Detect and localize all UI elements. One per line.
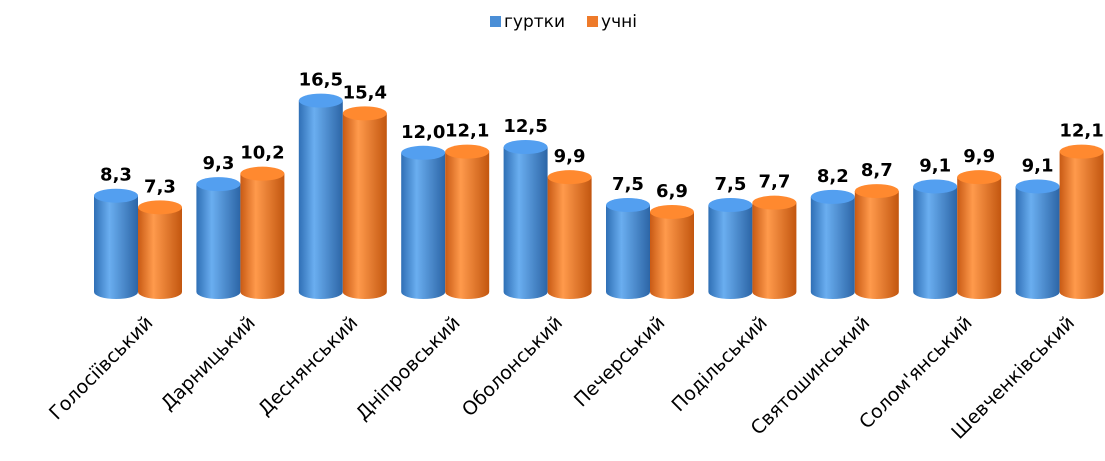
bar-top	[810, 189, 855, 204]
bar	[342, 113, 387, 299]
bar-top	[445, 144, 490, 159]
bar-top	[342, 106, 387, 121]
data-label: 7,5	[714, 174, 746, 195]
x-tick-label: Голосіївський	[45, 312, 157, 424]
bar	[401, 152, 446, 299]
bar-top	[547, 170, 592, 185]
data-label: 6,9	[656, 181, 688, 202]
data-label: 12,5	[503, 116, 547, 137]
legend-swatch	[587, 16, 599, 27]
data-label: 12,1	[1059, 121, 1103, 142]
data-label: 9,9	[963, 146, 995, 167]
data-label: 9,1	[1022, 155, 1054, 176]
bar	[810, 196, 855, 299]
data-label: 9,9	[554, 146, 586, 167]
data-label: 12,0	[401, 122, 445, 143]
data-label: 9,1	[919, 155, 951, 176]
x-tick-label: Дніпровський	[352, 312, 465, 425]
data-label: 8,2	[817, 166, 849, 187]
bar-top	[650, 204, 694, 219]
bar-top	[957, 170, 1002, 185]
bar	[957, 177, 1002, 299]
bar	[298, 100, 343, 299]
bar-top	[1059, 144, 1104, 159]
x-tick-label: Дарницький	[157, 312, 260, 415]
bar-top	[854, 184, 899, 199]
legend-label: учні	[601, 12, 637, 32]
x-tick-label: Подільський	[668, 312, 772, 416]
data-label: 12,1	[445, 121, 489, 142]
bar	[1015, 186, 1060, 299]
data-label: 8,3	[100, 165, 132, 186]
data-label: 7,3	[144, 176, 176, 197]
bar-top	[298, 93, 343, 108]
bar-top	[196, 177, 241, 192]
bar-top	[94, 188, 138, 203]
x-tick-label: Солом'янський	[855, 312, 977, 434]
data-label: 7,7	[758, 172, 790, 193]
bar	[445, 151, 490, 299]
bar	[138, 207, 182, 299]
bar-top	[401, 145, 446, 160]
legend-label: гуртки	[504, 12, 565, 32]
data-label: 8,7	[861, 160, 893, 181]
bar-top	[752, 195, 797, 210]
x-tick-label: Деснянський	[254, 312, 362, 420]
bar-top	[606, 198, 650, 212]
bar	[94, 195, 138, 299]
data-label: 9,3	[202, 153, 234, 174]
data-label: 10,2	[240, 143, 284, 164]
bar	[1059, 151, 1104, 299]
data-label: 7,5	[612, 174, 644, 195]
bar	[547, 177, 592, 299]
data-label: 15,4	[343, 82, 387, 103]
bar	[752, 202, 797, 299]
bar	[913, 186, 958, 299]
bar-top	[1015, 179, 1060, 194]
bar	[503, 147, 548, 299]
bar-top	[503, 140, 548, 154]
bar	[196, 184, 241, 299]
bar	[854, 191, 899, 299]
bar-top	[240, 166, 285, 181]
bar-top	[138, 200, 182, 215]
bar	[606, 205, 650, 299]
x-tick-label: Оболонський	[458, 312, 567, 421]
legend-swatch	[490, 16, 501, 27]
bar-top	[708, 198, 753, 212]
bar-top	[913, 179, 958, 194]
bar	[650, 211, 694, 299]
bar	[240, 173, 285, 299]
x-tick-label: Печерський	[570, 312, 670, 412]
data-label: 16,5	[299, 70, 343, 91]
bar	[708, 205, 753, 299]
